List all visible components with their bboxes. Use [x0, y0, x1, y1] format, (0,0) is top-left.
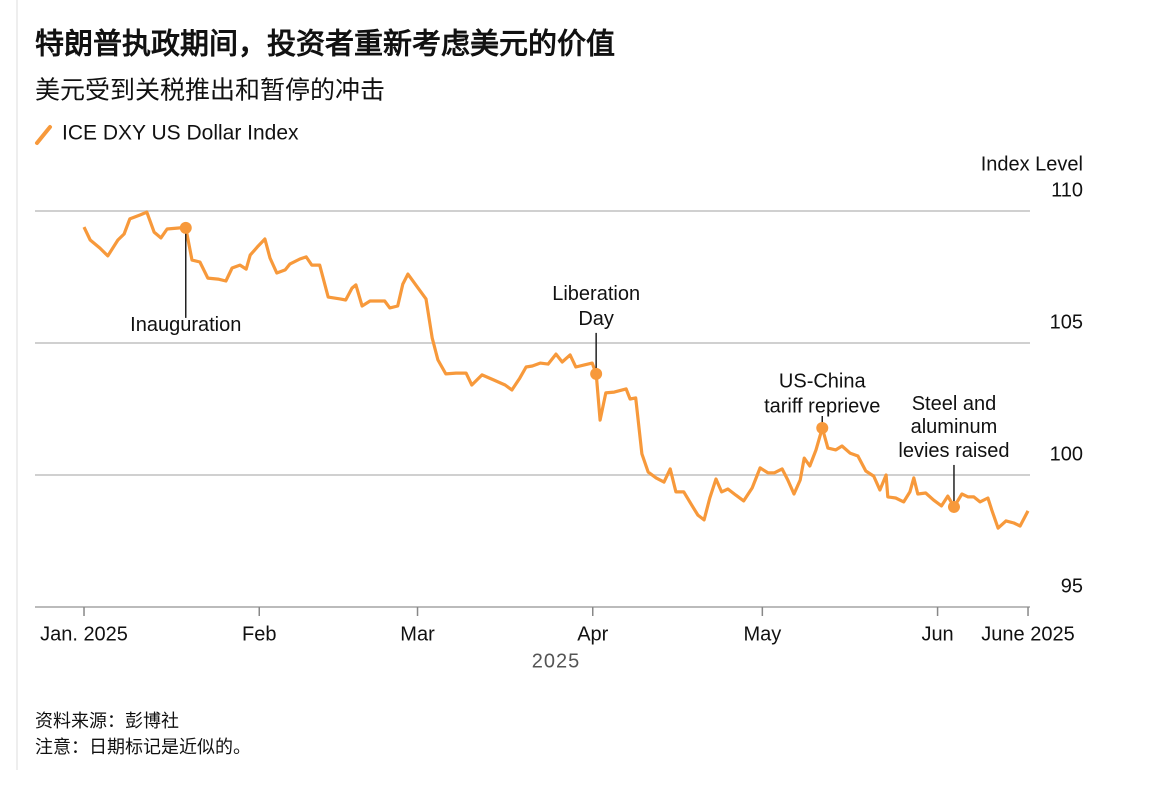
x-tick-label: Feb [242, 623, 276, 645]
annotation-dot [590, 367, 603, 380]
annotation-label: Liberation [552, 283, 640, 305]
annotation-label: aluminum [911, 416, 998, 438]
annotation-dot [179, 221, 192, 234]
footnote: 注意：日期标记是近似的。 [35, 737, 251, 757]
y-tick-label: 100 [1050, 443, 1083, 465]
annotation-label: Steel and [912, 393, 997, 415]
legend-swatch [35, 125, 52, 145]
x-tick-label: May [743, 623, 781, 645]
x-tick-label: June 2025 [981, 623, 1074, 645]
annotation-label: Day [578, 308, 614, 330]
x-tick-label: Jan. 2025 [40, 623, 128, 645]
x-tick-label: Jun [921, 623, 953, 645]
chart-title: 特朗普执政期间，投资者重新考虑美元的价值 [35, 27, 615, 61]
annotation-label: levies raised [898, 440, 1009, 462]
y-tick-label: 110 [1051, 179, 1083, 201]
annotation-dot [947, 500, 960, 513]
annotation-label: tariff reprieve [764, 395, 880, 417]
y-tick-label: 105 [1050, 311, 1083, 333]
x-tick-label: Mar [400, 623, 435, 645]
legend-label: ICE DXY US Dollar Index [62, 122, 299, 145]
chart-subtitle: 美元受到关税推出和暂停的冲击 [35, 77, 385, 105]
x-tick-label: Apr [577, 623, 608, 645]
y-axis-title: Index Level [981, 153, 1083, 175]
annotation-label: US-China [779, 370, 867, 392]
y-tick-label: 95 [1061, 575, 1083, 597]
annotation-dot [816, 422, 829, 435]
data-line [82, 210, 1030, 530]
annotation-label: Inauguration [130, 314, 241, 336]
source-note: 资料来源：彭博社 [35, 711, 179, 731]
x-axis-title: 2025 [532, 650, 581, 672]
